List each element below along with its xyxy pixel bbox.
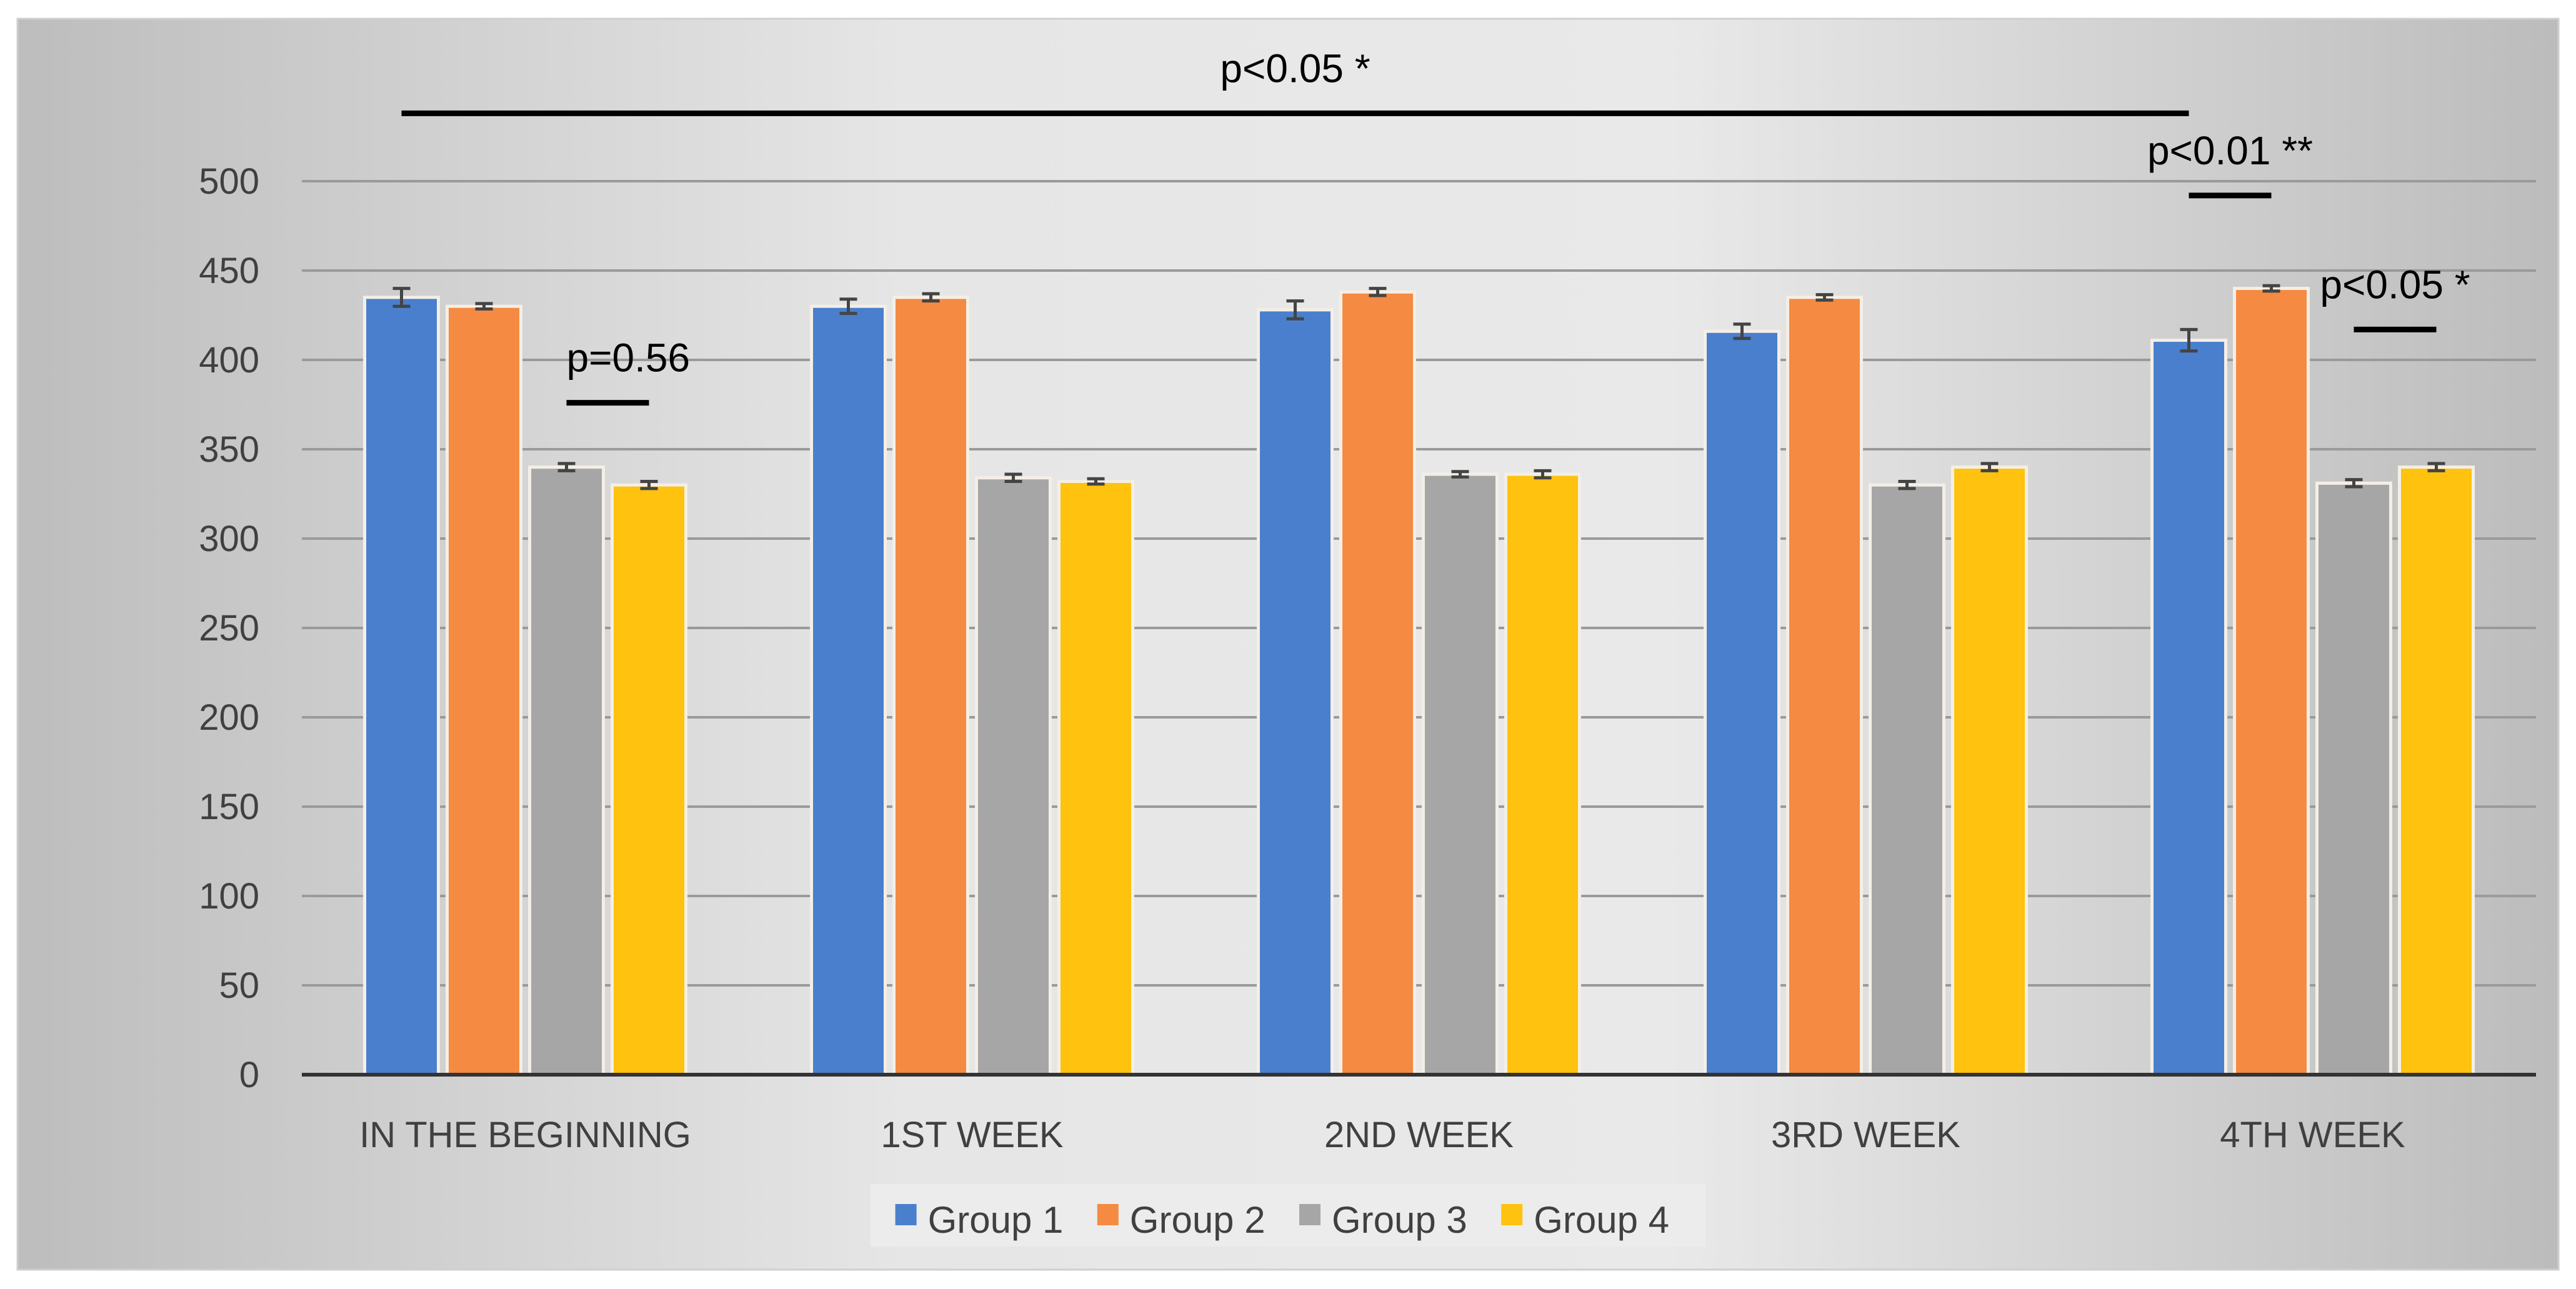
- legend-item: Group 3: [1299, 1199, 1467, 1241]
- bar: [2150, 339, 2227, 1077]
- error-bar: [2180, 327, 2198, 353]
- error-bar: [392, 287, 411, 308]
- bar: [528, 465, 605, 1077]
- bar: [1422, 472, 1499, 1077]
- bar: [1869, 483, 1945, 1077]
- error-bar: [1369, 287, 1387, 297]
- legend-swatch: [1501, 1204, 1523, 1225]
- y-tick-label: 100: [199, 876, 259, 917]
- bar: [1339, 290, 1416, 1077]
- bar: [810, 304, 887, 1077]
- bars: [363, 284, 2475, 1077]
- bar: [446, 304, 522, 1077]
- error-bar: [1451, 470, 1469, 479]
- axes: 0 50 100 150 200 250 300 350 400 450 500 IN THE BEG…: [199, 161, 2536, 1155]
- error-bar: [1898, 479, 1916, 490]
- legend-swatch: [1299, 1204, 1320, 1225]
- bar: [2233, 287, 2310, 1077]
- error-bar: [2345, 478, 2363, 489]
- bar: [1257, 308, 1334, 1077]
- error-bar: [2427, 462, 2445, 472]
- legend: Group 1 Group 2 Group 3 Group 4: [870, 1184, 1706, 1247]
- legend-item: Group 4: [1501, 1199, 1669, 1241]
- error-bar: [1980, 462, 1999, 472]
- annotations: p<0.05 * p=0.56 p<0.01 ** p<0.05 *: [401, 46, 2470, 406]
- error-bar: [1815, 293, 1834, 302]
- y-tick-label: 300: [199, 519, 259, 559]
- category-label: 4TH WEEK: [2220, 1115, 2405, 1155]
- bar: [892, 296, 969, 1077]
- error-bar: [1733, 322, 1751, 341]
- significance-label: p<0.05 *: [1220, 46, 1370, 91]
- category-label: 1ST WEEK: [881, 1115, 1064, 1155]
- error-bar: [557, 462, 576, 472]
- legend-swatch: [1097, 1204, 1119, 1225]
- category-label: IN THE BEGINNING: [359, 1115, 691, 1155]
- y-tick-label: 150: [199, 787, 259, 827]
- y-tick-label: 350: [199, 429, 259, 470]
- error-bar: [1004, 472, 1022, 483]
- y-tick-label: 400: [199, 340, 259, 381]
- bar: [363, 296, 440, 1077]
- bar: [2315, 481, 2392, 1077]
- y-tick-label: 450: [199, 251, 259, 291]
- bar: [1786, 296, 1863, 1077]
- error-bar: [1286, 299, 1304, 321]
- bar: [2398, 465, 2475, 1077]
- legend-label: Group 1: [928, 1199, 1064, 1241]
- bar: [1504, 472, 1581, 1077]
- y-tick-label: 250: [199, 608, 259, 649]
- legend-swatch: [895, 1204, 917, 1225]
- bar: [611, 483, 687, 1077]
- legend-item: Group 1: [895, 1199, 1064, 1241]
- legend-label: Group 2: [1130, 1199, 1266, 1241]
- significance-label: p<0.01 **: [2147, 128, 2313, 173]
- bar: [1057, 479, 1134, 1077]
- bar: [1951, 465, 2028, 1077]
- legend-label: Group 4: [1534, 1199, 1669, 1241]
- error-bar: [640, 479, 658, 490]
- category-label: 3RD WEEK: [1771, 1115, 1960, 1155]
- y-tick-label: 200: [199, 697, 259, 738]
- y-tick-label: 50: [219, 965, 259, 1006]
- y-tick-label: 0: [239, 1055, 259, 1095]
- error-bar: [1087, 477, 1105, 486]
- bar: [1704, 329, 1780, 1077]
- error-bar: [475, 302, 493, 311]
- significance-label: p<0.05 *: [2320, 262, 2470, 307]
- bar: [975, 476, 1052, 1077]
- error-bar: [2262, 284, 2280, 293]
- legend-item: Group 2: [1097, 1199, 1266, 1241]
- error-bar: [922, 292, 940, 303]
- error-bar: [1534, 469, 1552, 480]
- category-label: 2ND WEEK: [1324, 1115, 1514, 1155]
- error-bar: [839, 297, 857, 316]
- y-tick-label: 500: [199, 161, 259, 202]
- significance-label: p=0.56: [567, 336, 691, 381]
- legend-box: [870, 1184, 1706, 1247]
- legend-label: Group 3: [1332, 1199, 1467, 1241]
